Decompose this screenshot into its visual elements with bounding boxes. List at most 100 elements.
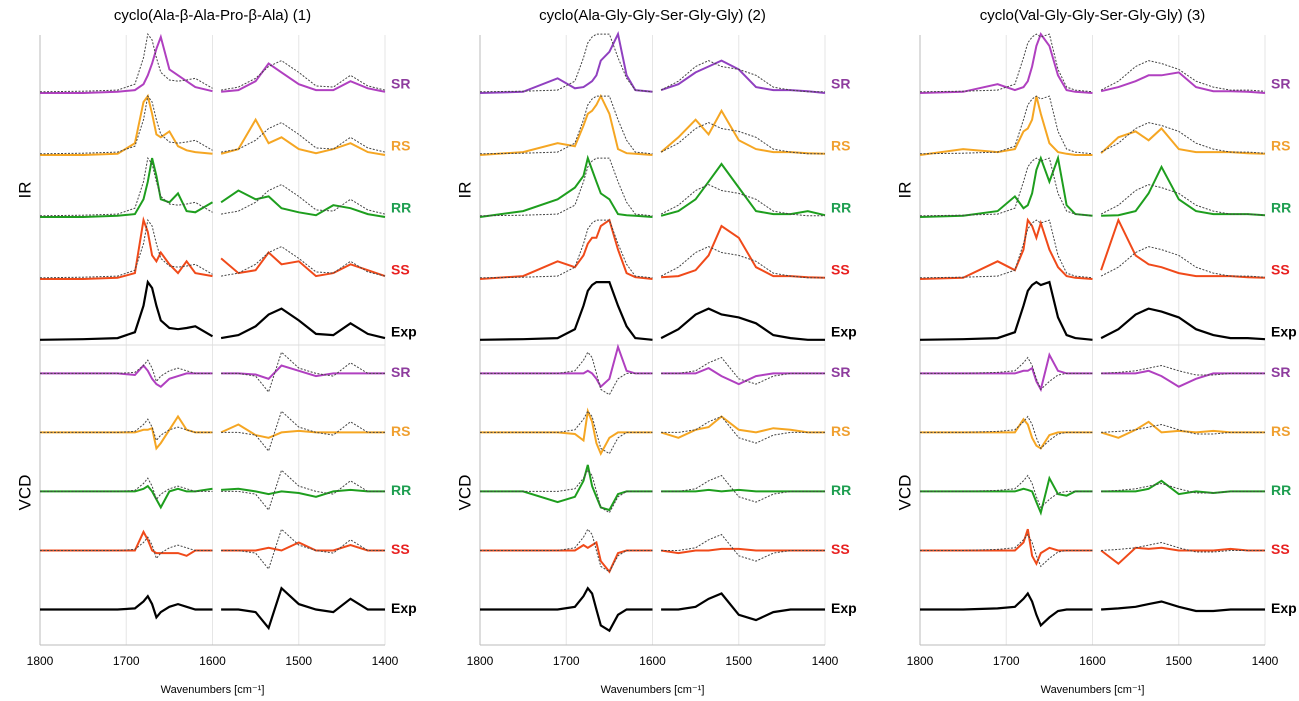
spectrum <box>919 32 1266 94</box>
spectrum <box>40 216 386 280</box>
series-label: SR <box>1271 364 1290 380</box>
spectrum <box>479 281 825 341</box>
reference-spectrum <box>919 157 1266 217</box>
spectrum <box>920 591 1265 628</box>
spectrum <box>40 414 385 451</box>
series-label: Exp <box>831 324 857 340</box>
series-label: RS <box>1271 423 1290 439</box>
series-label: SR <box>391 364 410 380</box>
series-label: SS <box>1271 262 1290 278</box>
x-tick-label: 1500 <box>1165 654 1192 668</box>
series-label: Exp <box>831 600 857 616</box>
section-label: IR <box>895 182 914 199</box>
x-axis-label: Wavenumbers [cm⁻¹] <box>1041 684 1145 696</box>
series-label: RS <box>391 138 410 154</box>
reference-spectrum <box>919 219 1266 279</box>
x-tick-label: 1400 <box>812 654 839 668</box>
spectrum <box>919 280 1266 341</box>
spectrum <box>40 529 385 557</box>
section-label: IR <box>455 182 474 199</box>
reference-spectrum <box>920 415 1265 450</box>
reference-spectrum <box>480 351 825 396</box>
reference-spectrum <box>39 94 386 155</box>
reference-spectrum <box>479 157 825 217</box>
series-label: Exp <box>1271 600 1297 616</box>
spectrum <box>479 218 826 280</box>
series-label: RR <box>831 200 851 216</box>
reference-spectrum <box>919 33 1266 93</box>
section-label: IR <box>15 182 34 199</box>
x-tick-label: 1600 <box>1079 654 1106 668</box>
reference-spectrum <box>920 356 1265 391</box>
series-label: SS <box>391 262 410 278</box>
x-tick-label: 1400 <box>372 654 399 668</box>
spectrum <box>479 93 826 156</box>
series-label: RS <box>831 423 850 439</box>
series-label: RR <box>1271 200 1291 216</box>
reference-spectrum <box>920 474 1265 509</box>
spectrum <box>919 154 1266 218</box>
chart-title: cyclo(Ala-β-Ala-Pro-β-Ala) (1) <box>114 7 311 24</box>
series-label: SR <box>391 76 410 92</box>
reference-spectrum <box>920 533 1265 568</box>
x-tick-label: 1800 <box>467 654 494 668</box>
reference-spectrum <box>40 469 385 512</box>
x-axis-label: Wavenumbers [cm⁻¹] <box>601 684 705 696</box>
reference-spectrum <box>919 95 1266 155</box>
reference-spectrum <box>480 410 825 455</box>
x-tick-label: 1700 <box>113 654 140 668</box>
series-label: SS <box>1271 541 1290 557</box>
x-axis-label: Wavenumbers [cm⁻¹] <box>161 684 265 696</box>
section-label: VCD <box>15 475 34 511</box>
series-label: RS <box>831 138 850 154</box>
reference-spectrum <box>39 156 386 217</box>
spectrum <box>40 586 385 631</box>
reference-spectrum <box>39 32 386 93</box>
series-label: Exp <box>391 324 417 340</box>
x-tick-label: 1800 <box>907 654 934 668</box>
series-label: SS <box>831 262 850 278</box>
x-tick-label: 1600 <box>639 654 666 668</box>
series-label: SR <box>1271 76 1290 92</box>
section-label: VCD <box>455 475 474 511</box>
x-tick-label: 1700 <box>993 654 1020 668</box>
x-tick-label: 1700 <box>553 654 580 668</box>
spectrum <box>40 93 386 156</box>
reference-spectrum <box>479 33 825 93</box>
series-label: RS <box>1271 138 1290 154</box>
series-label: Exp <box>391 600 417 616</box>
reference-spectrum <box>480 469 825 514</box>
chart-title: cyclo(Ala-Gly-Gly-Ser-Gly-Gly) (2) <box>539 7 766 24</box>
series-label: RS <box>391 423 410 439</box>
reference-spectrum <box>39 218 386 279</box>
spectrum <box>920 528 1265 567</box>
spectrum <box>40 33 386 94</box>
spectrum <box>479 154 826 218</box>
spectrum <box>40 484 385 510</box>
series-label: Exp <box>1271 324 1297 340</box>
x-tick-label: 1500 <box>725 654 752 668</box>
series-label: SS <box>831 541 850 557</box>
x-tick-label: 1500 <box>285 654 312 668</box>
spectrum <box>40 363 385 388</box>
chart-title: cyclo(Val-Gly-Gly-Ser-Gly-Gly) (3) <box>980 7 1206 24</box>
series-label: RR <box>391 200 411 216</box>
series-label: SS <box>391 541 410 557</box>
series-label: RR <box>1271 482 1291 498</box>
x-tick-label: 1800 <box>27 654 54 668</box>
x-tick-label: 1400 <box>1252 654 1279 668</box>
reference-spectrum <box>479 95 825 155</box>
series-label: SR <box>831 364 850 380</box>
spectrum <box>919 217 1266 280</box>
series-label: SR <box>831 76 850 92</box>
series-label: RR <box>391 482 411 498</box>
reference-spectrum <box>40 410 385 453</box>
reference-spectrum <box>40 351 385 394</box>
series-label: RR <box>831 482 851 498</box>
reference-spectrum <box>479 219 825 279</box>
spectrum <box>480 586 825 633</box>
reference-spectrum <box>480 528 825 573</box>
spectrum <box>39 279 386 341</box>
spectrum <box>480 407 825 457</box>
